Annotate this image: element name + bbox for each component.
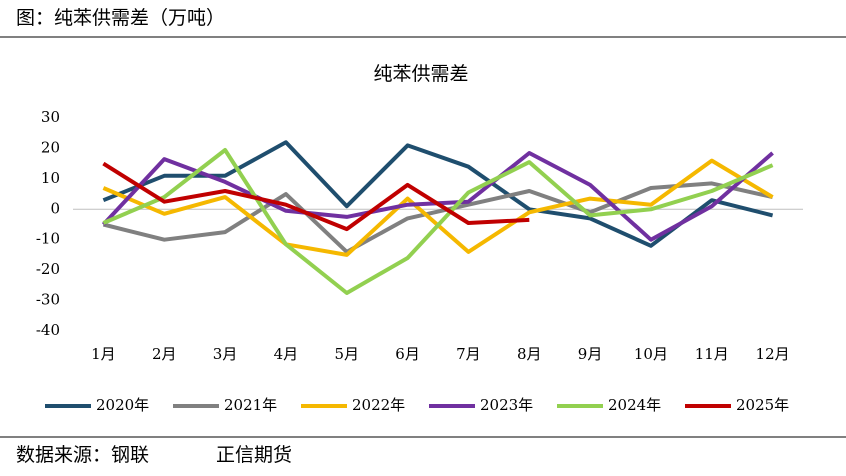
x-tick-label: 3月 [213,345,238,363]
footer-source: 数据来源：钢联 [16,444,149,466]
y-tick-label: -40 [36,321,60,339]
x-tick-label: 5月 [334,345,359,363]
header-title: 图：纯苯供需差（万吨） [16,7,225,29]
y-tick-label: -20 [36,260,60,278]
legend-label: 2020年 [96,396,149,414]
y-tick-label: 10 [41,169,60,187]
x-tick-label: 9月 [578,345,603,363]
x-tick-label: 12月 [756,345,790,363]
legend-label: 2025年 [736,396,789,414]
chart-title: 纯苯供需差 [373,63,468,85]
x-tick-label: 4月 [274,345,299,363]
x-tick-label: 7月 [456,345,481,363]
x-tick-label: 8月 [517,345,542,363]
legend-label: 2022年 [352,396,405,414]
x-tick-label: 6月 [395,345,420,363]
series-line [102,181,774,254]
x-tick-label: 10月 [634,345,668,363]
y-tick-label: 30 [41,108,60,126]
series-line [102,148,774,295]
x-tick-label: 11月 [695,345,729,363]
x-tick-label: 2月 [152,345,177,363]
legend-label: 2023年 [480,396,533,414]
y-tick-label: -10 [36,230,60,248]
footer-brand: 正信期货 [216,444,292,466]
series-line [102,161,530,232]
legend-label: 2021年 [224,396,277,414]
y-tick-label: 20 [41,138,60,156]
y-tick-label: -30 [36,291,60,309]
legend-label: 2024年 [608,396,661,414]
y-tick-label: 0 [50,199,60,217]
series-line [102,140,774,248]
x-tick-label: 1月 [91,345,116,363]
